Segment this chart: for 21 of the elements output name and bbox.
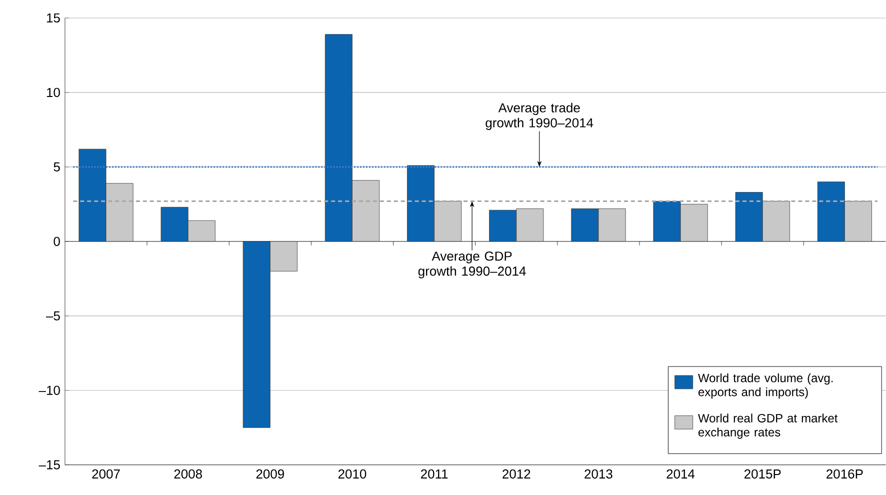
- x-tick-label: 2009: [256, 469, 284, 479]
- x-tick-label: 2011: [420, 469, 448, 479]
- y-tick-label: 15: [46, 14, 60, 23]
- legend-label: World real GDP at market exchange rates: [698, 414, 838, 439]
- y-tick-label: –5: [46, 311, 60, 320]
- y-tick-label: 10: [46, 88, 60, 98]
- legend-label: World trade volume (avg. exports and imports): [698, 374, 833, 399]
- x-tick-label: 2010: [338, 469, 366, 479]
- y-tick-label: –15: [38, 460, 60, 470]
- x-tick-label: 2014: [666, 469, 695, 479]
- ref-line-label: Average trade growth 1990–2014: [486, 102, 594, 130]
- y-tick-label: 5: [54, 162, 60, 172]
- y-tick-label: 0: [54, 236, 60, 246]
- x-tick-label: 2015P: [744, 469, 781, 479]
- x-tick-label: 2012: [502, 469, 530, 479]
- x-tick-label: 2016P: [826, 469, 863, 479]
- x-tick-label: 2008: [174, 469, 202, 479]
- x-tick-label: 2007: [92, 469, 120, 479]
- x-tick-label: 2013: [584, 469, 612, 479]
- y-tick-label: –10: [38, 386, 60, 396]
- ref-line-label: Average GDP growth 1990–2014: [418, 252, 526, 278]
